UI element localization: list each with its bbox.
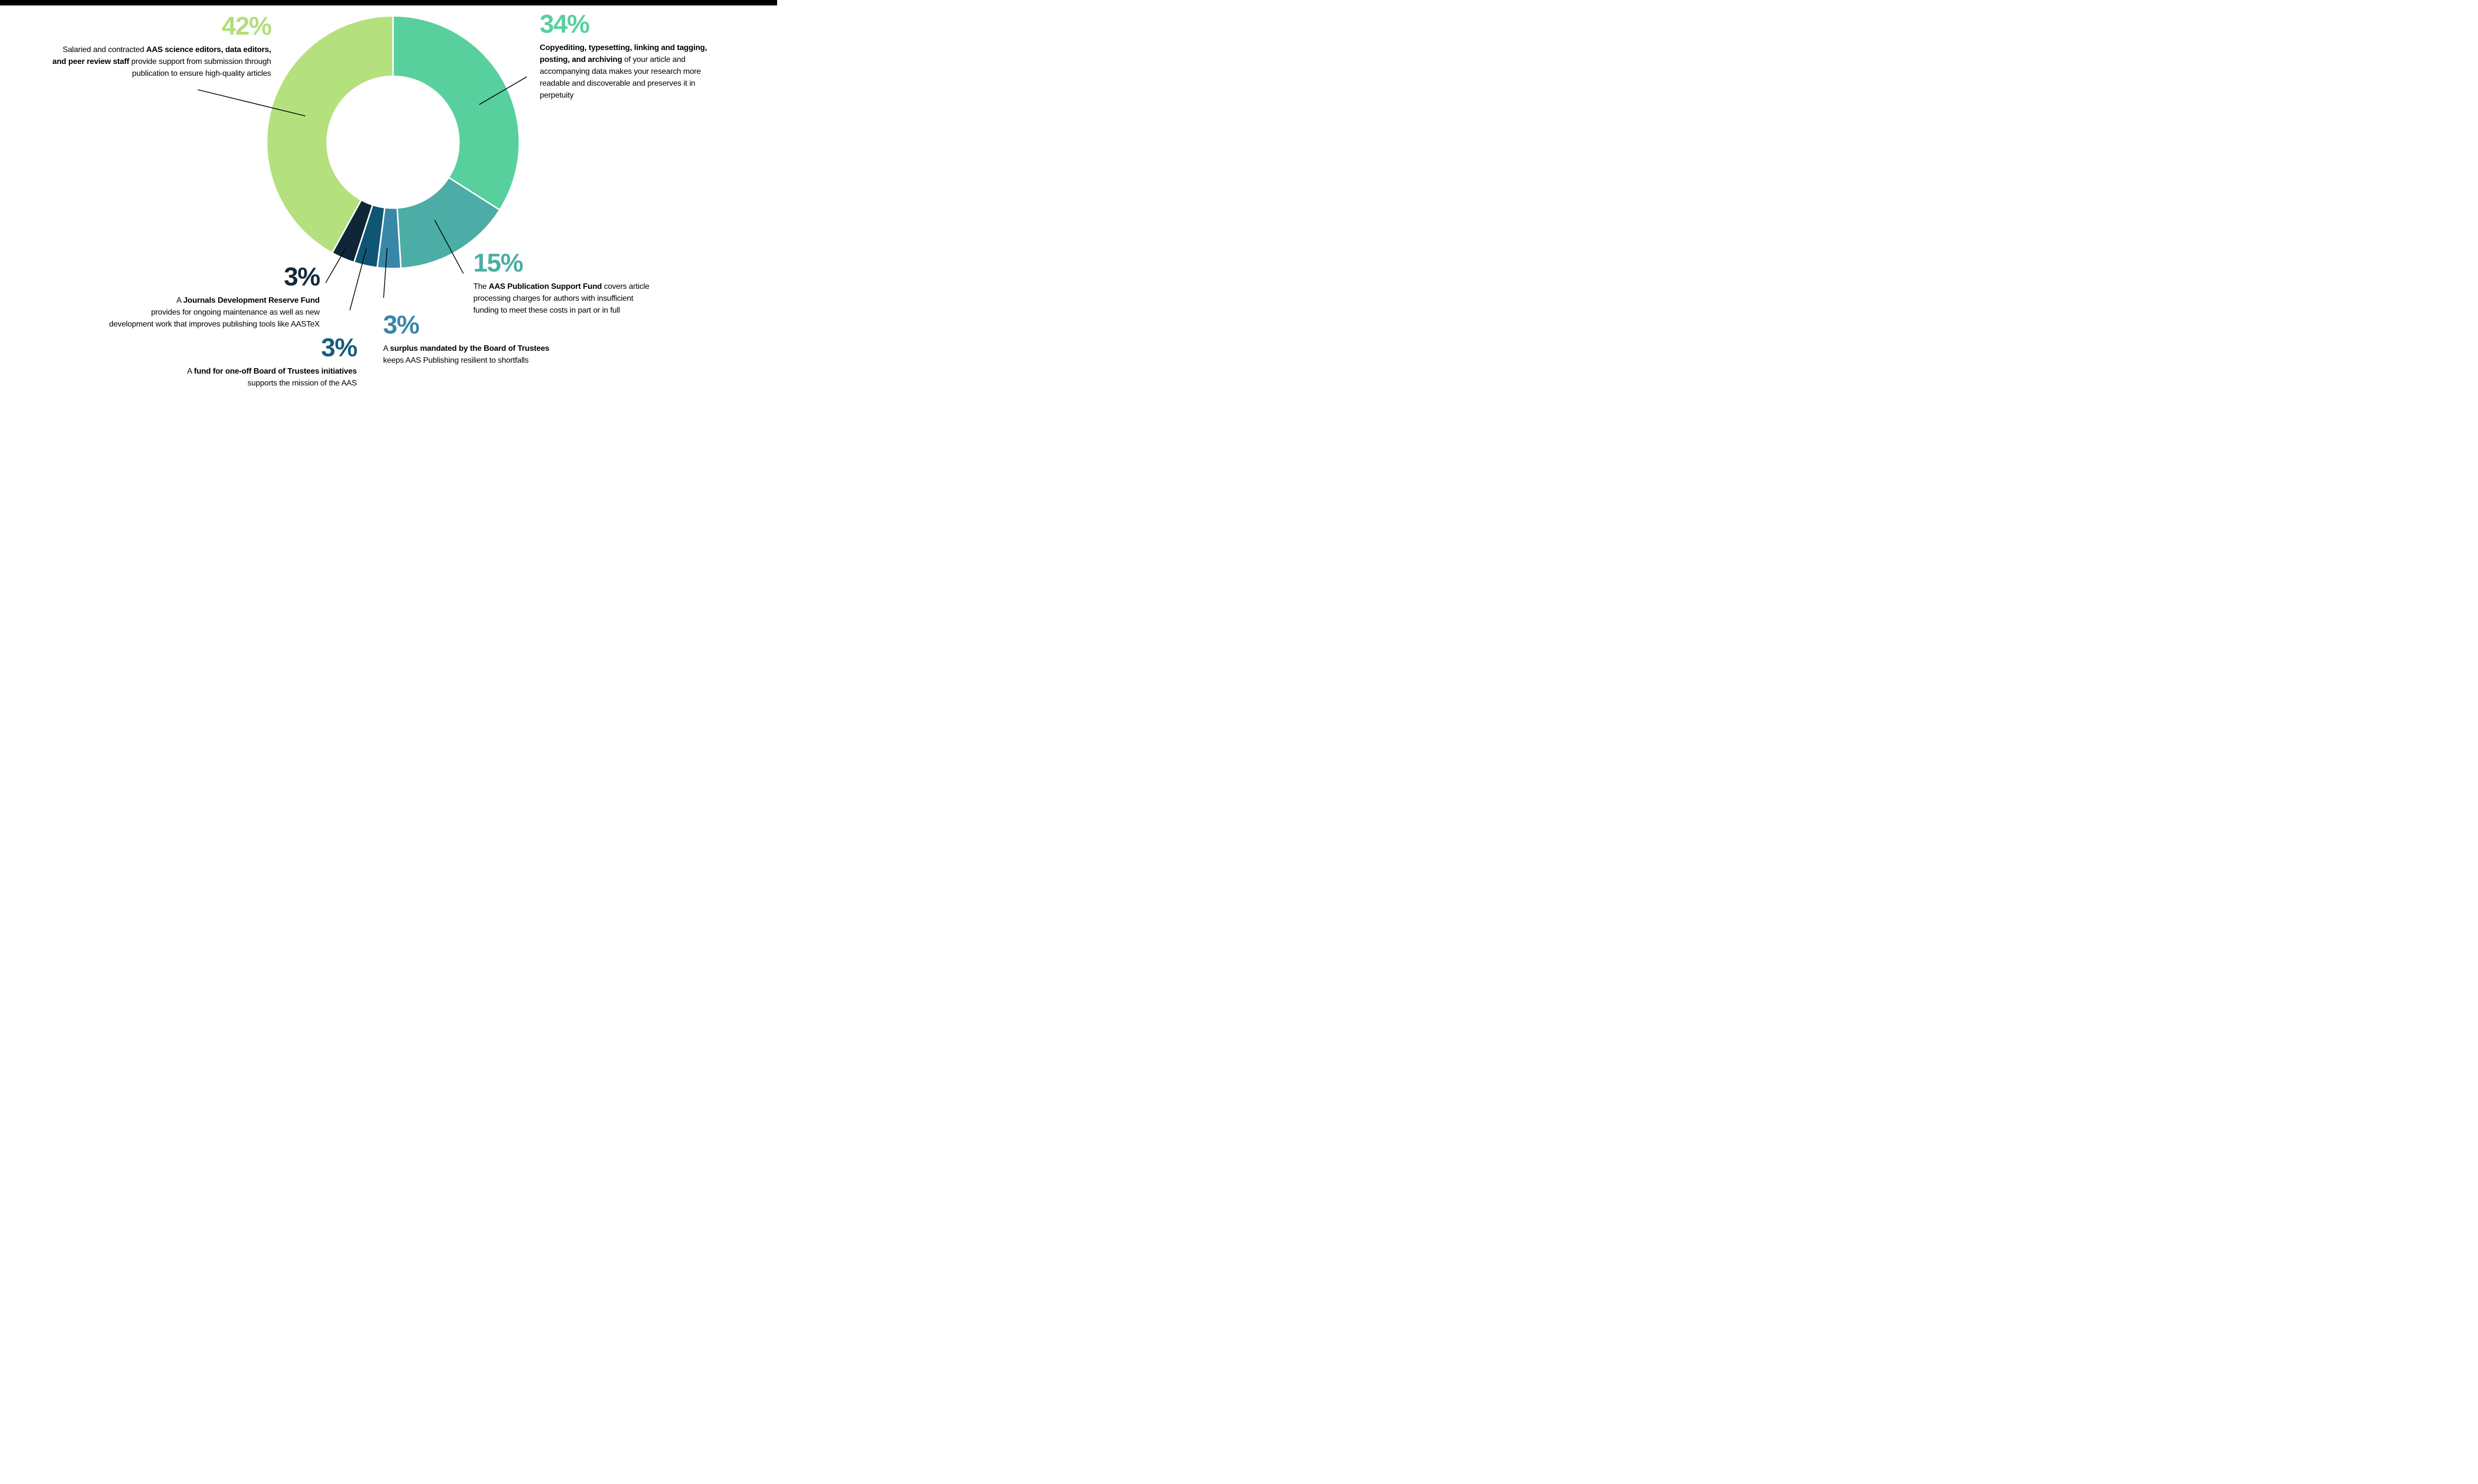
leader-line-3-oneoff: [349, 248, 367, 311]
leader-line-34: [479, 76, 527, 105]
text-line: keeps AAS Publishing resilient to shortf…: [383, 356, 529, 365]
text-line: perpetuity: [540, 91, 574, 100]
text-line: posting, and archiving of your article a…: [540, 55, 685, 64]
donut-chart: [197, 15, 527, 311]
leader-line-15: [434, 220, 464, 274]
text-line: supports the mission of the AAS: [247, 379, 357, 387]
leader-line-3-surplus: [383, 248, 388, 298]
text-line: publication to ensure high-quality artic…: [132, 69, 272, 78]
text-line: A surplus mandated by the Board of Trust…: [383, 344, 550, 353]
callout-15-text: The AAS Publication Support Fund covers …: [473, 281, 649, 317]
callout-34-copyediting: 34% Copyediting, typesetting, linking an…: [540, 11, 707, 102]
text-line: development work that improves publishin…: [109, 320, 320, 329]
donut-slice-editors-staff-42: [266, 15, 394, 254]
percent-label-3-jdrf: 3%: [283, 263, 321, 291]
callout-15-publication-support-fund: 15% The AAS Publication Support Fund cov…: [473, 250, 649, 317]
text-line: Copyediting, typesetting, linking and ta…: [540, 44, 707, 52]
percent-label-3-oneoff: 3%: [321, 333, 358, 362]
text-line: The AAS Publication Support Fund covers …: [473, 282, 650, 291]
percent-label-3-surplus: 3%: [383, 311, 420, 339]
text-line: funding to meet these costs in part or i…: [473, 306, 620, 315]
leader-line-3-jdrf: [325, 248, 346, 283]
percent-label-42: 42%: [222, 12, 272, 41]
leader-line-42: [197, 89, 306, 116]
callout-3-oneoff-fund: 3% A fund for one-off Board of Trustees …: [187, 333, 358, 389]
callout-3-oneoff-text: A fund for one-off Board of Trustees ini…: [187, 366, 357, 389]
callout-42-text: Salaried and contracted AAS science edit…: [52, 44, 272, 80]
percent-label-15: 15%: [473, 249, 523, 277]
callout-3-jdrf-text: A Journals Development Reserve Fund provi…: [109, 295, 320, 330]
top-black-bar: [0, 0, 777, 5]
callout-3-surplus-text: A surplus mandated by the Board of Trust…: [383, 343, 550, 367]
donut-slice-copyediting-34: [392, 15, 520, 211]
percent-label-34: 34%: [540, 10, 590, 39]
text-line: A Journals Development Reserve Fund: [176, 296, 320, 305]
donut-slice-publication-support-fund-15: [396, 176, 501, 269]
text-line: provides for ongoing maintenance as well…: [151, 308, 320, 317]
text-line: and peer review staff provide support fr…: [52, 57, 272, 66]
infographic-page: { "page": { "top_bar_color": "#000000", …: [0, 0, 777, 401]
text-line: Salaried and contracted AAS science edit…: [62, 46, 271, 54]
text-line: readable and discoverable and preserves …: [540, 79, 695, 88]
text-line: processing charges for authors with insu…: [473, 294, 633, 303]
callout-3-surplus: 3% A surplus mandated by the Board of Tr…: [383, 312, 550, 367]
text-line: A fund for one-off Board of Trustees ini…: [187, 367, 357, 376]
callout-3-journals-dev-reserve: 3% A Journals Development Reserve Fund pr…: [109, 264, 320, 330]
text-line: accompanying data makes your research mo…: [540, 67, 701, 76]
callout-42-editors-staff: 42% Salaried and contracted AAS science …: [52, 12, 272, 80]
callout-34-text: Copyediting, typesetting, linking and ta…: [540, 42, 707, 102]
